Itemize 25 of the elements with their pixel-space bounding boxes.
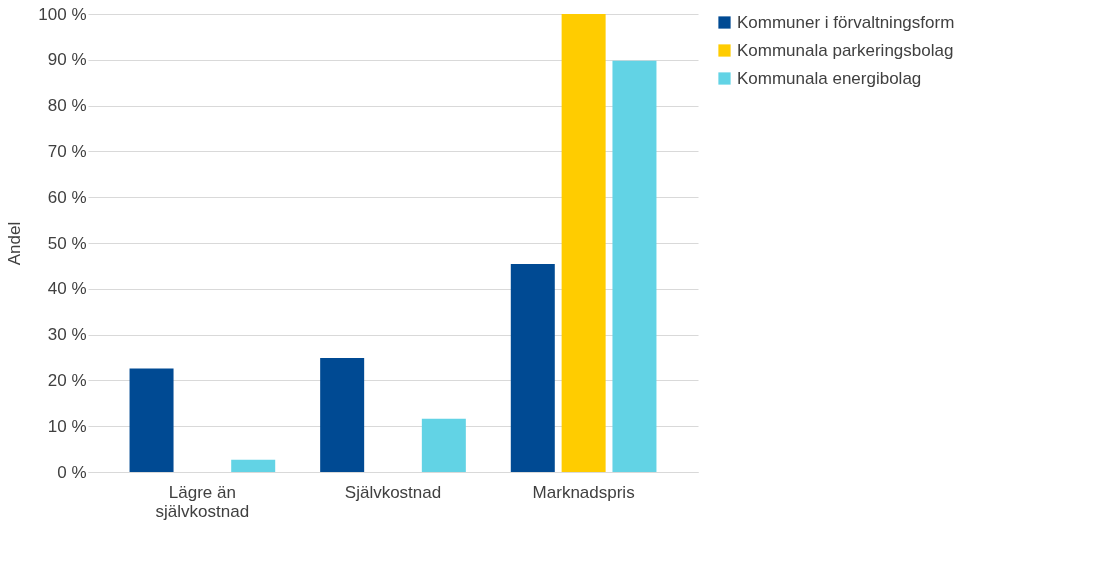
- bar: [320, 357, 365, 472]
- y-tick-label: 70 %: [47, 141, 87, 161]
- bar: [421, 418, 466, 472]
- bar: [231, 459, 276, 472]
- y-tick-label: 10 %: [47, 416, 87, 436]
- y-tick-label: 60 %: [47, 187, 87, 207]
- y-tick-label: 40 %: [47, 279, 87, 299]
- x-tick-label: Lägre än självkostnad: [155, 482, 250, 521]
- legend-label: Kommuner i förvaltningsform: [737, 12, 955, 32]
- y-tick-label: 0 %: [57, 462, 87, 482]
- x-tick-label: Självkostnad: [344, 482, 442, 502]
- y-tick-label: 90 %: [47, 50, 87, 70]
- bar: [561, 14, 606, 472]
- bar: [612, 60, 657, 472]
- bar: [129, 368, 174, 472]
- y-axis-title: Andel: [5, 221, 25, 266]
- y-tick-label: 20 %: [47, 370, 87, 390]
- bar: [510, 264, 555, 472]
- legend-label: Kommunala energibolag: [737, 68, 922, 88]
- y-tick-label: 30 %: [47, 325, 87, 345]
- y-tick-label: 80 %: [47, 96, 87, 116]
- x-tick-label: Marknadspris: [532, 482, 635, 502]
- legend-label: Kommunala parkeringsbolag: [737, 40, 954, 60]
- y-tick-label: 50 %: [47, 233, 87, 253]
- y-tick-label: 100 %: [38, 4, 87, 24]
